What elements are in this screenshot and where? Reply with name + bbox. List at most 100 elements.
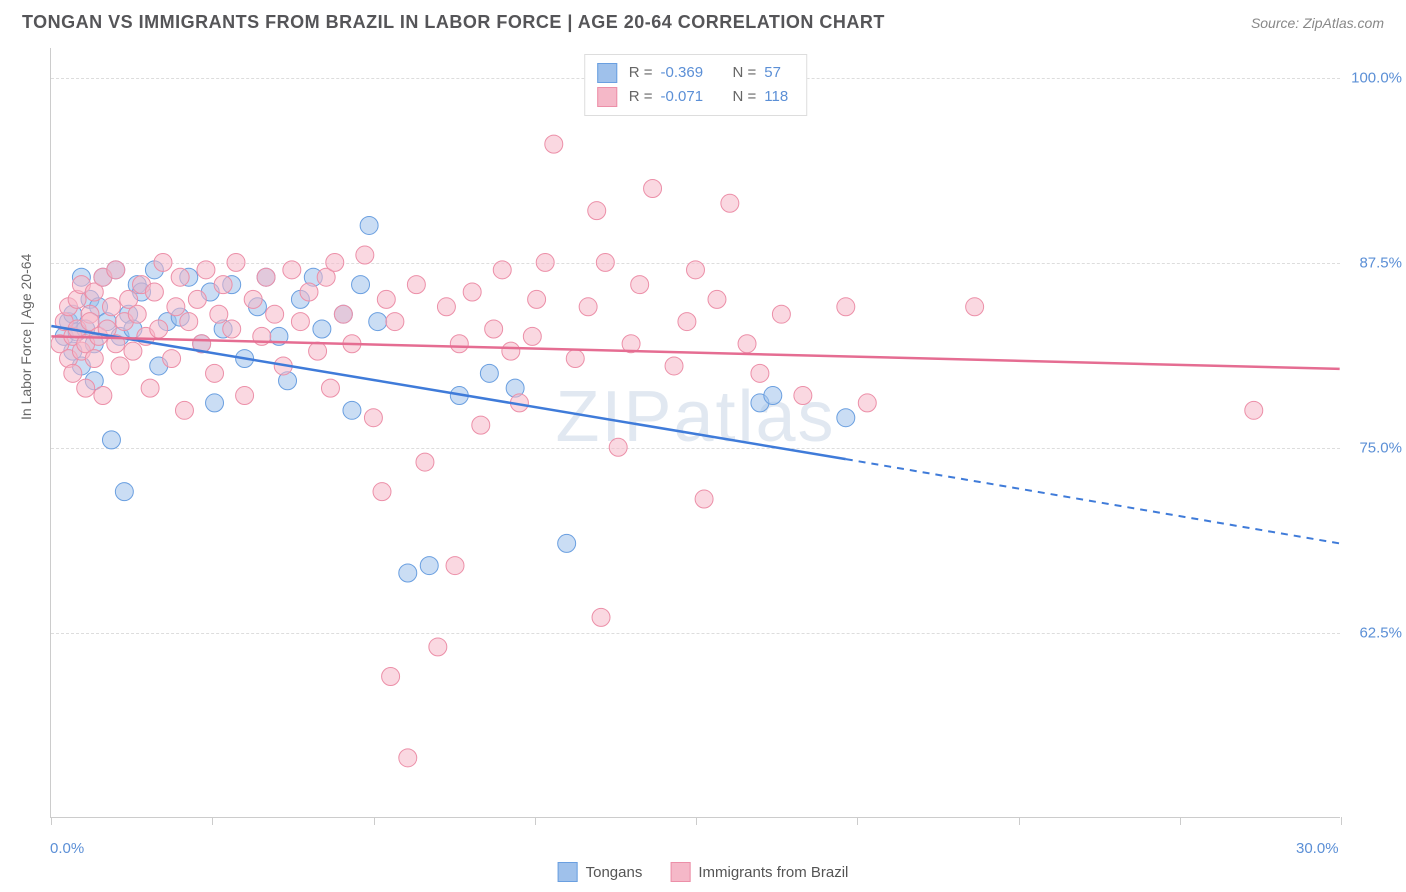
data-point	[214, 276, 232, 294]
data-point	[257, 268, 275, 286]
data-point	[309, 342, 327, 360]
data-point	[77, 379, 95, 397]
data-point	[429, 638, 447, 656]
data-point	[386, 313, 404, 331]
data-point	[528, 290, 546, 308]
data-point	[145, 283, 163, 301]
data-point	[94, 387, 112, 405]
data-point	[764, 387, 782, 405]
data-point	[399, 564, 417, 582]
data-point	[291, 313, 309, 331]
header: TONGAN VS IMMIGRANTS FROM BRAZIL IN LABO…	[0, 0, 1406, 41]
x-tick	[857, 817, 858, 825]
data-point	[223, 320, 241, 338]
data-point	[966, 298, 984, 316]
data-point	[171, 268, 189, 286]
data-point	[399, 749, 417, 767]
r-value-brazil: -0.071	[661, 85, 715, 109]
data-point	[794, 387, 812, 405]
data-point	[300, 283, 318, 301]
n-value-brazil: 118	[764, 85, 794, 109]
x-axis-label: 0.0%	[50, 840, 84, 857]
x-tick	[374, 817, 375, 825]
data-point	[352, 276, 370, 294]
y-tick-label: 62.5%	[1359, 624, 1402, 641]
data-point	[206, 394, 224, 412]
data-point	[343, 401, 361, 419]
legend-label-brazil: Immigrants from Brazil	[698, 864, 848, 881]
data-point	[382, 668, 400, 686]
data-point	[356, 246, 374, 264]
data-point	[416, 453, 434, 471]
data-point	[558, 534, 576, 552]
data-point	[111, 357, 129, 375]
legend-row-tongans: R = -0.369 N = 57	[597, 61, 795, 85]
data-point	[364, 409, 382, 427]
trend-line-extrapolated	[846, 459, 1340, 543]
n-label: N =	[733, 61, 757, 85]
data-point	[596, 253, 614, 271]
n-label: N =	[733, 85, 757, 109]
data-point	[502, 342, 520, 360]
data-point	[631, 276, 649, 294]
data-point	[609, 438, 627, 456]
data-point	[150, 320, 168, 338]
legend-item-tongans: Tongans	[558, 862, 643, 882]
data-point	[644, 180, 662, 198]
data-point	[837, 409, 855, 427]
data-point	[206, 364, 224, 382]
x-tick	[1341, 817, 1342, 825]
x-tick	[51, 817, 52, 825]
x-tick	[1019, 817, 1020, 825]
data-point	[188, 290, 206, 308]
data-point	[536, 253, 554, 271]
data-point	[472, 416, 490, 434]
n-value-tongans: 57	[764, 61, 794, 85]
data-point	[493, 261, 511, 279]
data-point	[334, 305, 352, 323]
x-tick	[696, 817, 697, 825]
y-tick-label: 75.0%	[1359, 439, 1402, 456]
legend-label-tongans: Tongans	[586, 864, 643, 881]
data-point	[437, 298, 455, 316]
data-point	[107, 261, 125, 279]
data-point	[592, 608, 610, 626]
data-point	[115, 483, 133, 501]
source-attribution: Source: ZipAtlas.com	[1251, 15, 1384, 31]
data-point	[175, 401, 193, 419]
data-point	[283, 261, 301, 279]
data-point	[485, 320, 503, 338]
data-point	[128, 305, 146, 323]
data-point	[545, 135, 563, 153]
data-point	[360, 216, 378, 234]
correlation-legend: R = -0.369 N = 57 R = -0.071 N = 118	[584, 54, 808, 116]
data-point	[377, 290, 395, 308]
swatch-tongans	[597, 63, 617, 83]
data-point	[450, 335, 468, 353]
data-point	[141, 379, 159, 397]
data-point	[64, 364, 82, 382]
data-point	[566, 350, 584, 368]
chart-title: TONGAN VS IMMIGRANTS FROM BRAZIL IN LABO…	[22, 12, 885, 33]
data-point	[420, 557, 438, 575]
data-point	[197, 261, 215, 279]
data-point	[326, 253, 344, 271]
swatch-brazil	[670, 862, 690, 882]
data-point	[236, 387, 254, 405]
data-point	[588, 202, 606, 220]
data-point	[369, 313, 387, 331]
data-point	[480, 364, 498, 382]
legend-item-brazil: Immigrants from Brazil	[670, 862, 848, 882]
data-point	[751, 364, 769, 382]
data-point	[210, 305, 228, 323]
y-tick-label: 87.5%	[1359, 254, 1402, 271]
data-point	[180, 313, 198, 331]
chart-plot-area: ZIPatlas R = -0.369 N = 57 R = -0.071 N …	[50, 48, 1340, 818]
data-point	[244, 290, 262, 308]
data-point	[163, 350, 181, 368]
data-point	[708, 290, 726, 308]
legend-row-brazil: R = -0.071 N = 118	[597, 85, 795, 109]
data-point	[837, 298, 855, 316]
data-point	[321, 379, 339, 397]
data-point	[102, 431, 120, 449]
